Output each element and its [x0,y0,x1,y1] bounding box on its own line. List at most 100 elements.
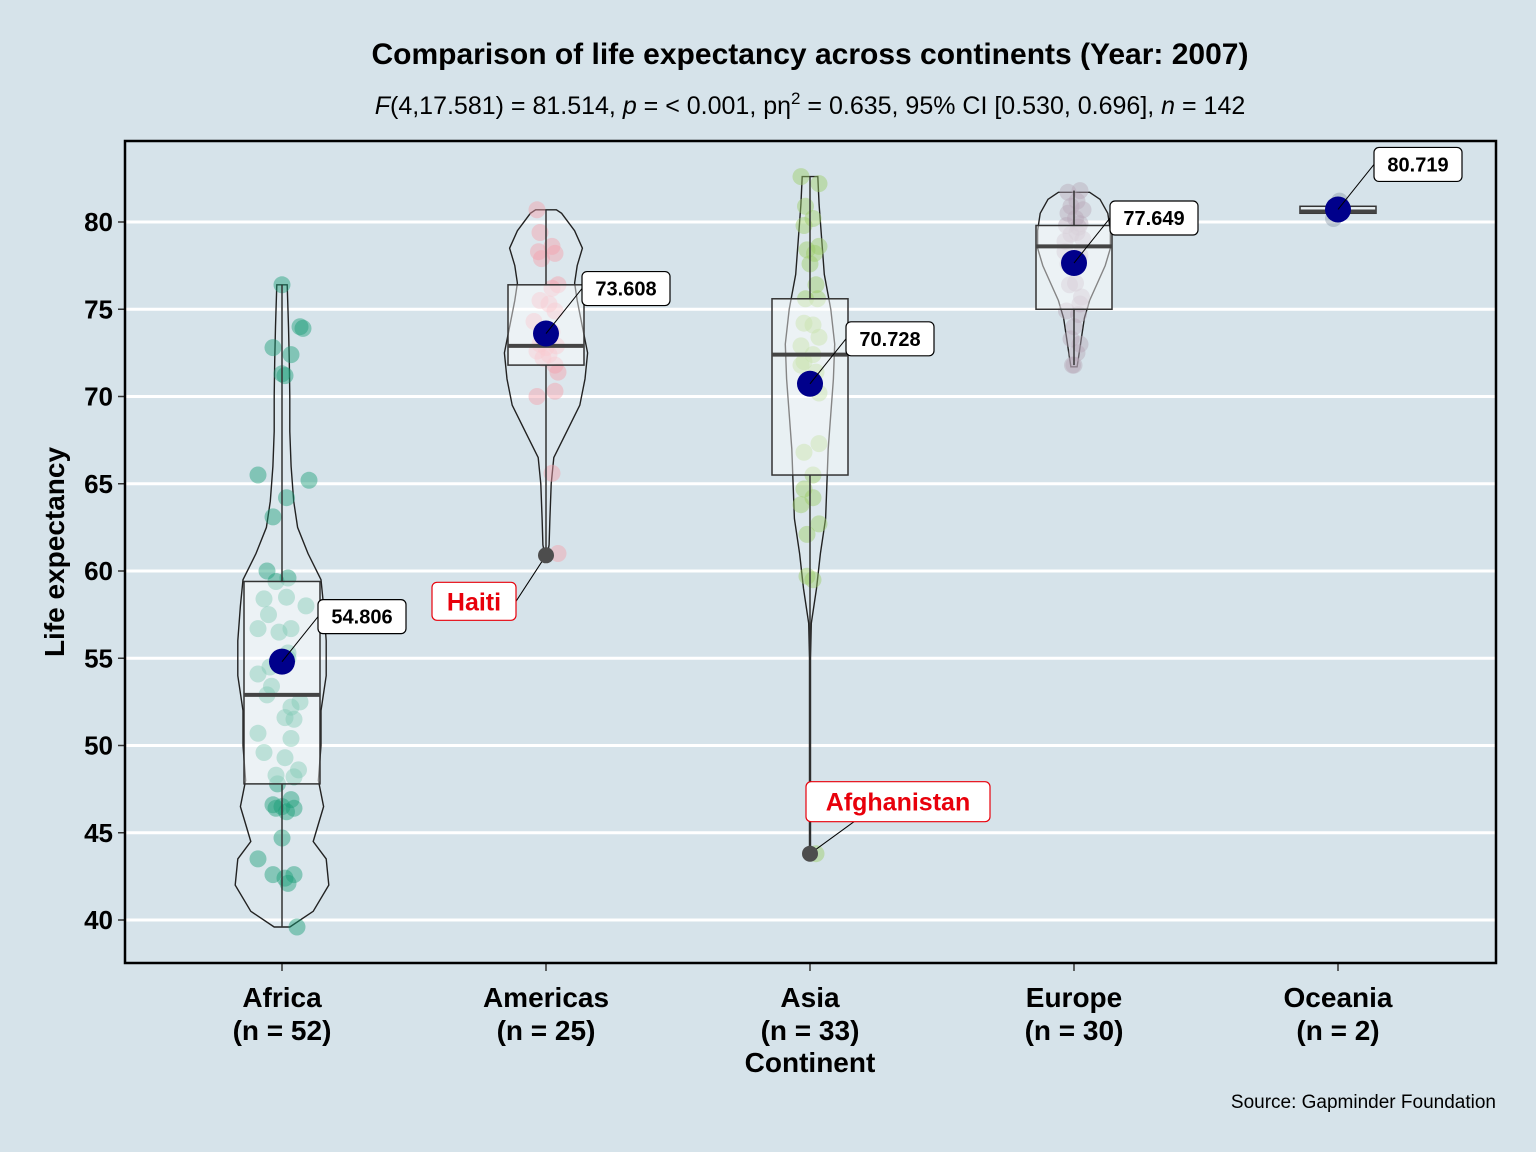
data-point-africa [276,749,294,767]
data-point-asia [804,210,822,227]
data-point-asia [804,571,822,589]
mean-label-leader-africa [281,616,319,662]
data-point-asia [792,337,810,355]
annotations: 54.806 73.608 70.728 77.649 80.719 Haiti Afgha… [281,146,1463,862]
data-point-americas [546,382,564,400]
data-point-europe [1062,197,1080,215]
y-axis-ticks: 40 45 50 55 60 65 70 75 80 [84,207,125,935]
data-point-americas [531,292,549,309]
mean-label-africa: 54.806 [331,607,392,629]
data-point-asia [795,480,813,498]
data-point-africa [285,710,303,728]
data-point-africa [255,744,273,761]
mean-label-asia: 70.728 [859,329,920,351]
data-point-asia [810,435,828,453]
mean-label-leader-europe [1073,217,1111,264]
data-point-africa [291,318,309,336]
x-axis-ticks: Africa(n = 52)Americas(n = 25)Asia(n = 3… [233,963,1393,1046]
data-point-americas [531,224,549,241]
y-tick-label-55: 55 [84,643,113,673]
box-africa [243,580,321,785]
x-tick-count-europe: (n = 30) [1025,1015,1124,1046]
data-point-asia [810,175,828,193]
data-point-asia [798,241,816,259]
mean-label-leader-oceania [1337,164,1375,210]
data-point-americas [543,279,561,297]
data-point-africa [282,698,300,716]
x-tick-count-asia: (n = 33) [761,1015,860,1046]
x-tick-label-oceania: Oceania [1284,982,1393,1013]
mean-label-box-oceania [1373,146,1463,183]
data-point-europe [1065,356,1083,374]
x-tick-label-americas: Americas [483,982,609,1013]
violin-europe [1036,191,1112,368]
y-tick-label-50: 50 [84,731,113,761]
data-point-africa [264,339,282,357]
data-point-europe [1068,192,1086,210]
chart-subtitle: F(4,17.581) = 81.514, p = < 0.001, pη2 =… [375,89,1246,120]
data-point-asia [792,168,810,186]
data-point-asia [792,356,810,374]
data-point-africa [263,677,280,695]
data-point-africa [264,508,282,526]
y-tick-label-40: 40 [84,905,113,935]
y-tick-label-60: 60 [84,556,113,586]
data-point-americas [533,250,550,268]
mean-label-box-africa [317,599,407,635]
data-point-asia [798,567,816,585]
data-point-asia [810,237,828,255]
data-point-americas [528,201,546,219]
mean-label-leader-americas [545,288,583,334]
data-point-africa [276,367,294,385]
data-point-asia [798,525,816,543]
data-point-asia [792,496,810,514]
x-tick-label-africa: Africa [242,982,322,1013]
data-point-europe [1058,302,1075,320]
outlier-label-box-afghanistan [805,781,991,823]
chart-caption: Source: Gapminder Foundation [1231,1092,1496,1113]
group-americas [503,201,589,562]
data-point-africa [267,766,285,784]
x-tick-label-europe: Europe [1026,982,1122,1013]
data-point-africa [267,799,285,817]
data-point-asia [804,489,822,507]
outlier-leader-haiti [515,555,547,602]
data-point-americas [543,464,561,482]
y-axis-title: Life expectancy [39,447,70,658]
data-point-africa [278,489,295,507]
data-point-europe [1071,215,1089,233]
y-tick-label-65: 65 [84,469,113,499]
plot-panel-border [123,139,1498,965]
data-point-africa [282,620,300,638]
chart-title: Comparison of life expectancy across con… [372,38,1249,71]
mean-label-box-europe [1109,200,1199,236]
data-point-africa [285,799,303,817]
data-point-africa [249,466,267,484]
data-point-africa [270,623,288,641]
x-tick-count-americas: (n = 25) [497,1015,596,1046]
data-point-europe [1064,356,1081,374]
data-point-europe [1059,204,1077,222]
y-tick-label-45: 45 [84,818,113,848]
group-africa [234,276,330,936]
y-tick-label-70: 70 [84,382,113,412]
data-point-americas [528,388,546,405]
data-point-africa [285,768,303,786]
data-point-africa [278,588,295,606]
outlier-label-box-haiti [431,581,517,621]
y-tick-label-80: 80 [84,207,113,237]
data-point-africa [276,709,294,727]
x-tick-count-africa: (n = 52) [233,1015,332,1046]
data-point-europe [1059,183,1077,201]
data-point-africa [279,569,297,587]
data-point-africa [279,874,297,892]
group-asia [771,168,849,863]
data-point-asia [810,328,828,346]
mean-label-box-asia [845,321,935,357]
plot-groups [234,168,1377,936]
data-point-africa [260,606,277,624]
data-point-africa [255,590,273,608]
data-point-africa [300,471,318,489]
data-point-europe [1062,330,1080,348]
group-europe [1035,182,1113,374]
